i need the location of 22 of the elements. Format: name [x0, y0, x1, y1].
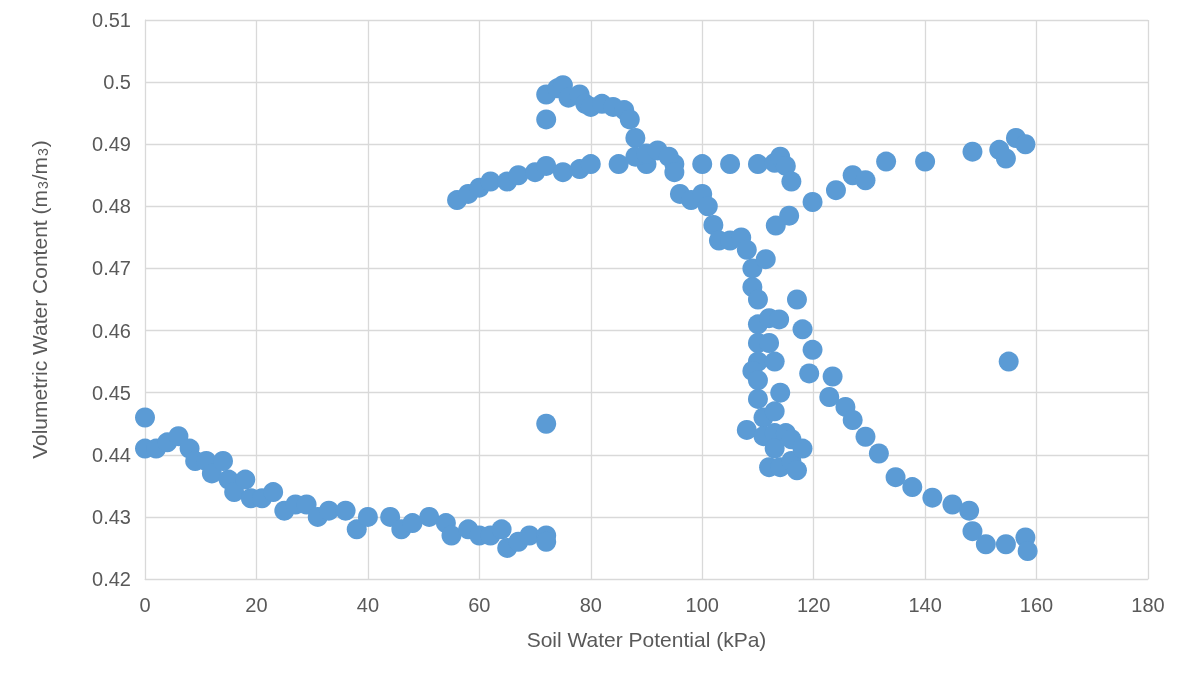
x-tick-label: 120 — [796, 594, 831, 616]
y-tick-label: 0.43 — [92, 505, 131, 528]
y-tick-label: 0.42 — [92, 568, 131, 590]
x-tick-label: 80 — [579, 594, 602, 616]
y-axis-title: Volumetric Water Content (m3/m3) — [28, 140, 51, 459]
x-tick-label: 140 — [908, 594, 942, 616]
y-tick-label: 0.5 — [103, 71, 131, 94]
y-tick-label: 0.44 — [92, 443, 131, 466]
x-tick-label: 40 — [356, 594, 380, 616]
x-tick-label: 20 — [245, 594, 268, 616]
y-tick-label: 0.47 — [92, 257, 131, 280]
y-tick-label: 0.46 — [92, 319, 131, 342]
x-tick-label: 180 — [1131, 594, 1165, 616]
y-tick-label: 0.48 — [92, 195, 131, 218]
x-tick-label: 0 — [139, 594, 151, 616]
y-tick-label: 0.45 — [92, 381, 131, 404]
x-tick-label: 100 — [685, 594, 719, 616]
y-tick-label: 0.49 — [92, 133, 131, 156]
x-axis-title: Soil Water Potential (kPa) — [526, 628, 767, 651]
y-tick-label: 0.51 — [92, 9, 131, 31]
x-tick-label: 160 — [1019, 594, 1054, 616]
x-tick-label: 60 — [468, 594, 491, 616]
